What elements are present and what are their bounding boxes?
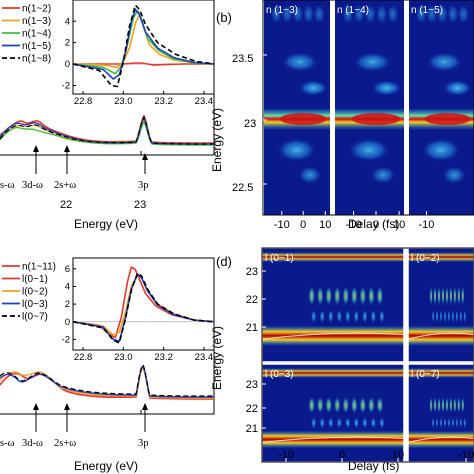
panel-d-xtick: 10 [392, 449, 404, 461]
panel-c-inset: 22.8 23.0 23.2 23.4 -2 0 2 4 6 [62, 257, 215, 363]
panel-b-xtick: 10 [319, 219, 331, 231]
legend-entry: l(0~3) [22, 299, 48, 310]
legend-entry: n(1~4) [22, 29, 51, 40]
legend-entry: l(0~2) [22, 287, 48, 298]
panel-b-ytick-22-5: 22.5 [232, 182, 253, 194]
legend-entry: n(1~8) [22, 54, 51, 65]
annotation-2s-plus-omega: 2s+ω [54, 180, 76, 191]
panel-d-xtick: -10 [278, 449, 294, 461]
panel-d-label: (d) [216, 254, 232, 269]
inset-c-ytick: 4 [65, 281, 70, 292]
panel-c-legend: n(1~11)l(0~1) l(0~2)l(0~3) l(0~7) [2, 262, 56, 323]
panel-d-ytick: 21 [246, 322, 258, 334]
legend-entry: n(1~2) [22, 4, 51, 15]
inset-a-xtick: 22.8 [74, 96, 93, 107]
panel-d-ytick: 23 [246, 266, 258, 278]
heatmap-d-label: l (0~1) [265, 253, 294, 264]
panel-b-ylabel: Energy (eV) [210, 108, 224, 172]
annotation-c-s-omega: s-ω [0, 438, 15, 449]
legend-entry: n(1~3) [22, 16, 51, 27]
panel-d-xlabel: Delay (fs) [348, 459, 399, 473]
panel-b: (b) Energy (eV) n (1~3) n (1~4) n (1~5) 23… [210, 0, 474, 231]
heatmap-b-label: n (1~5) [411, 5, 443, 16]
heatmap-d-3: l (0~7) [407, 363, 474, 463]
heatmap-b-0: n (1~3) [262, 0, 330, 215]
panel-a-inset: 22.8 23.0 23.2 23.4 -2 0 2 4 [62, 0, 215, 107]
panel-d-ylabel: Energy (eV) [210, 326, 224, 390]
panel-b-xtick: -10 [419, 219, 435, 231]
panel-b-xtick: -10 [346, 219, 362, 231]
panel-b-ytick-23-5: 23.5 [232, 53, 253, 65]
heatmap-b-1: n (1~4) [333, 0, 404, 215]
inset-c-ytick: 6 [65, 264, 70, 275]
inset-c-xtick: 22.8 [74, 352, 93, 363]
panel-c-main-lines [0, 364, 215, 400]
panel-d-ytick: 22 [246, 294, 258, 306]
inset-a-xtick: 23.4 [195, 96, 214, 107]
heatmap-d-label: l (0~7) [411, 369, 440, 380]
panel-b-label: (b) [216, 10, 232, 25]
panel-d-ytick: 23 [246, 379, 258, 391]
heatmap-d-0: l (0~1) [261, 247, 405, 363]
inset-c-ytick: 2 [65, 299, 70, 310]
inset-c-ytick: -2 [62, 334, 70, 345]
panel-b-xtick: 10 [393, 219, 405, 231]
annotation-c-3p: 3p [138, 438, 149, 449]
inset-c-ytick: 0 [65, 317, 70, 328]
panel-d-xtick: -10 [458, 449, 474, 461]
legend-entry: l(0~1) [22, 274, 48, 285]
panel-b-xtick: -10 [274, 219, 290, 231]
annotation-3p: 3p [138, 180, 149, 191]
annotation-c-2s-plus-omega: 2s+ω [54, 438, 76, 449]
inset-a-ytick: 2 [65, 38, 70, 49]
heatmap-d-1: l (0~2) [407, 247, 474, 363]
panel-d-ytick: 21 [246, 423, 258, 435]
panel-a-xlabel: Energy (eV) [74, 217, 138, 231]
inset-a-ytick: 4 [65, 16, 70, 27]
panel-a-legend: n(1~2)n(1~3) n(1~4)n(1~5) n(1~8) [2, 4, 51, 65]
inset-a-series-4 [73, 4, 214, 88]
heatmap-d-label: l (0~2) [411, 253, 440, 264]
legend-entry: n(1~5) [22, 41, 51, 52]
annotation-3d-omega: 3d-ω [22, 180, 43, 191]
inset-a-series-2 [73, 9, 214, 75]
annotation-s-omega: s-ω [0, 180, 15, 191]
heatmap-b-label: n (1~3) [266, 5, 298, 16]
legend-entry: n(1~11) [22, 262, 56, 273]
heatmap-d-label: l (0~3) [265, 369, 294, 380]
legend-entry: l(0~7) [22, 312, 48, 323]
panel-c-xlabel: Energy (eV) [74, 459, 138, 473]
inset-c-xtick: 23.0 [114, 352, 133, 363]
panel-c-arrows [33, 403, 148, 432]
panel-c: s-ω 3d-ω 2s+ω 3p Energy (eV) n(1~11)l(0~… [0, 257, 215, 473]
inset-a-series-3 [73, 8, 214, 80]
panel-a: s-ω 3d-ω 2s+ω 3p 22 23 Energy (eV) n(1~2… [0, 0, 215, 231]
panel-d: (d) Energy (eV) l (0~1) l (0~2) l (0~3) l (… [210, 247, 474, 473]
panel-b-xlabel: Delay (fs) [348, 217, 399, 231]
inset-a-series-0 [73, 62, 214, 66]
inset-c-xtick: 23.4 [195, 352, 214, 363]
panel-a-arrows [33, 145, 148, 174]
inset-c-xtick: 23.2 [154, 352, 173, 363]
panel-a-xtick-23: 23 [134, 199, 146, 211]
panel-b-xtick: 0 [300, 219, 306, 231]
panel-b-xtick: 0 [373, 219, 379, 231]
inset-a-xtick: 23.0 [114, 96, 133, 107]
inset-a-xtick: 23.2 [154, 96, 173, 107]
heatmap-d-2: l (0~3) [261, 363, 405, 463]
annotation-c-3d-omega: 3d-ω [22, 438, 43, 449]
panel-a-xtick-22: 22 [60, 199, 72, 211]
heatmap-b-2: n (1~5) [407, 0, 474, 215]
inset-a-ytick: -2 [62, 80, 70, 91]
panel-d-xtick: 0 [339, 449, 345, 461]
inset-a-ytick: 0 [65, 59, 70, 70]
panel-d-ytick: 22 [246, 403, 258, 415]
heatmap-b-label: n (1~4) [337, 5, 369, 16]
panel-a-main-lines [0, 114, 215, 146]
panel-b-ytick-23: 23 [244, 118, 256, 130]
